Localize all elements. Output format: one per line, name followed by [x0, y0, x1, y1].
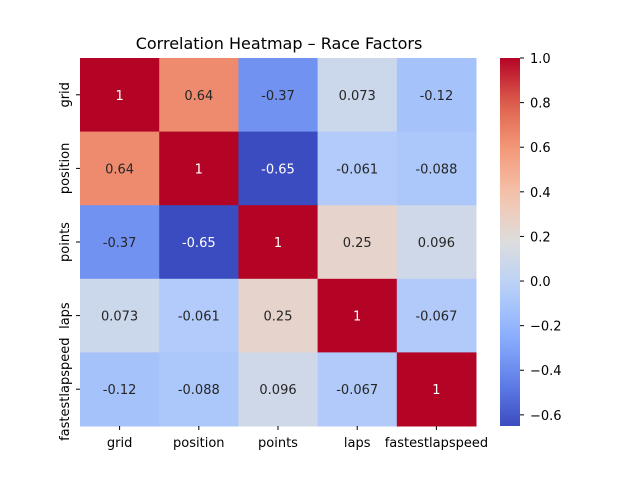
heatmap-cell	[396, 131, 477, 206]
colorbar-tick-label: 0.6	[530, 141, 551, 156]
cell-annotation: 0.096	[418, 236, 455, 251]
heatmap-cell	[396, 58, 477, 133]
x-tick-label: fastestlapspeed	[385, 436, 488, 451]
heatmap-cell	[317, 278, 398, 353]
chart-title: Correlation Heatmap – Race Factors	[136, 34, 423, 53]
heatmap-cell	[159, 58, 239, 133]
colorbar-tick-label: 0.4	[530, 186, 551, 201]
heatmap-annotations: 1 0.64 -0.37 0.073 -0.12 0.64 1 -0.65 -0.061 -0.0…	[101, 89, 457, 398]
cell-annotation: 0.25	[264, 310, 293, 325]
cell-annotation: -0.65	[261, 162, 295, 177]
heatmap-cell	[396, 278, 477, 353]
y-tick-label: points	[58, 222, 73, 262]
colorbar	[500, 58, 520, 426]
x-axis: grid position points laps fastestlapspeed	[107, 426, 488, 451]
y-tick-label: fastestlapspeed	[58, 338, 73, 441]
colorbar-tick-label: 0.0	[530, 275, 551, 290]
cell-annotation: -0.088	[178, 383, 220, 398]
heatmap-cell	[238, 58, 319, 133]
cell-annotation: -0.12	[420, 89, 454, 104]
heatmap-cell	[238, 352, 319, 427]
heatmap-cell	[238, 278, 319, 353]
heatmap-cell	[396, 352, 477, 427]
heatmap-cell	[80, 131, 160, 206]
cell-annotation: 0.64	[184, 89, 213, 104]
heatmap-cell	[317, 131, 398, 206]
heatmap-cell	[80, 278, 160, 353]
colorbar-tick-label: 0.2	[530, 230, 551, 245]
y-tick-label: laps	[58, 302, 73, 329]
colorbar-ticks: 1.0 0.8 0.6 0.4 0.2 0.0 −0.2 −0.4 −0.6	[520, 52, 562, 424]
cell-annotation: 0.073	[339, 89, 376, 104]
colorbar-tick-label: 1.0	[530, 52, 551, 67]
heatmap-cell	[317, 205, 398, 280]
x-tick-label: position	[173, 436, 225, 451]
heatmap-cell	[159, 205, 239, 280]
heatmap-cell	[396, 205, 477, 280]
cell-annotation: -0.067	[336, 383, 378, 398]
cell-annotation: 0.073	[101, 310, 138, 325]
x-tick-label: laps	[344, 436, 371, 451]
cell-annotation: -0.061	[336, 162, 378, 177]
cell-annotation: 0.64	[105, 162, 134, 177]
cell-annotation: 1	[115, 89, 123, 104]
cell-annotation: -0.65	[182, 236, 216, 251]
colorbar-tick-label: −0.4	[530, 364, 562, 379]
cell-annotation: 0.096	[259, 383, 296, 398]
heatmap-cell	[238, 205, 319, 280]
cell-annotation: -0.37	[103, 236, 137, 251]
heatmap-cell	[80, 58, 160, 133]
heatmap-cell	[317, 352, 398, 427]
cell-annotation: -0.12	[103, 383, 137, 398]
heatmap-cell	[159, 131, 239, 206]
x-tick-label: grid	[107, 436, 132, 451]
cell-annotation: 0.25	[343, 236, 372, 251]
cell-annotation: 1	[432, 383, 440, 398]
heatmap-cell	[159, 278, 239, 353]
y-tick-label: grid	[58, 82, 73, 107]
heatmap-cell	[159, 352, 239, 427]
cell-annotation: -0.061	[178, 310, 220, 325]
heatmap-cell	[317, 58, 398, 133]
cell-annotation: -0.088	[415, 162, 457, 177]
heatmap-cell	[80, 352, 160, 427]
heatmap-cell	[80, 205, 160, 280]
colorbar-tick-label: −0.2	[530, 320, 562, 335]
colorbar-tick-label: −0.6	[530, 409, 562, 424]
cell-annotation: 1	[195, 162, 203, 177]
heatmap-cells	[80, 58, 477, 427]
cell-annotation: -0.37	[261, 89, 295, 104]
y-tick-label: position	[58, 143, 73, 195]
cell-annotation: -0.067	[415, 310, 457, 325]
colorbar-tick-label: 0.8	[530, 97, 551, 112]
cell-annotation: 1	[274, 236, 282, 251]
x-tick-label: points	[258, 436, 298, 451]
heatmap-cell	[238, 131, 319, 206]
y-axis: grid position points laps fastestlapspeed	[58, 82, 80, 441]
cell-annotation: 1	[353, 310, 361, 325]
